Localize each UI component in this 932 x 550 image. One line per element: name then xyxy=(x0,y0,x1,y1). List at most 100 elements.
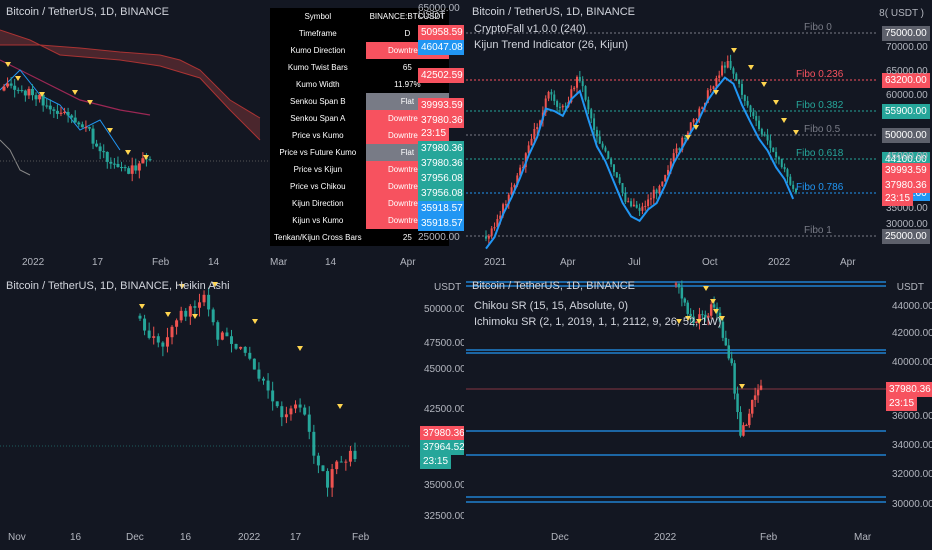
signal-marker-icon xyxy=(252,319,258,324)
candle-body xyxy=(502,204,505,216)
candle-body xyxy=(701,314,704,316)
candle-body xyxy=(519,167,522,176)
candle-body xyxy=(706,90,709,103)
indicator-label-ichimoku-sr[interactable]: Ichimoku SR (2, 1, 2019, 1, 1, 2112, 9, … xyxy=(474,316,722,328)
signal-marker-icon xyxy=(713,90,719,95)
candle-body xyxy=(339,461,343,463)
candle-body xyxy=(513,185,516,188)
fibo-level-label: Fibo 0.382 xyxy=(796,100,844,111)
time-axis-tick: Oct xyxy=(702,257,718,268)
signal-marker-icon xyxy=(107,128,113,133)
time-axis-tick: Apr xyxy=(840,257,856,268)
candle-body xyxy=(98,146,102,152)
candle-body xyxy=(739,412,742,436)
candle-body xyxy=(141,158,145,164)
chart-pane-heikin-ashi[interactable]: Bitcoin / TetherUS, 1D, BINANCE, Heikin … xyxy=(0,274,464,550)
candle-body xyxy=(740,83,743,95)
signal-marker-icon xyxy=(761,82,767,87)
price-label: 37956.08 xyxy=(418,171,464,186)
candle-body xyxy=(698,314,701,322)
senkou-span-a xyxy=(0,44,261,119)
price-label: 37980.36 xyxy=(418,113,464,128)
signal-marker-icon xyxy=(87,100,93,105)
indicator-label-kijun[interactable]: Kijun Trend Indicator (26, Kijun) xyxy=(474,39,629,51)
signal-marker-icon xyxy=(165,312,171,317)
row-key: Price vs Chikou xyxy=(270,178,366,195)
signal-marker-icon xyxy=(685,135,691,140)
chart-pane-fibonacci[interactable]: Bitcoin / TetherUS, 1D, BINANCE CryptoFa… xyxy=(466,0,932,272)
candle-body xyxy=(138,315,142,319)
time-axis-tick: 2021 xyxy=(484,257,507,268)
candle-body xyxy=(689,122,692,133)
candle-body xyxy=(732,68,735,74)
fibo-level-label: Fibo 0.786 xyxy=(796,182,844,193)
candle-body xyxy=(726,60,729,68)
indicator-label-cryptofall[interactable]: CryptoFall v1.0.0 (240) xyxy=(474,23,586,35)
price-axis-tick: 34000.00 xyxy=(892,440,932,451)
candle-body xyxy=(677,283,681,288)
candle-body xyxy=(123,167,127,169)
candle-body xyxy=(678,148,681,151)
price-axis-tick: USDT xyxy=(418,10,446,21)
price-chart-4[interactable] xyxy=(466,274,932,550)
candle-body xyxy=(16,89,20,91)
time-axis-tick: Mar xyxy=(854,532,872,543)
candle-body xyxy=(493,227,496,229)
candle-body xyxy=(792,184,795,189)
candle-body xyxy=(294,404,298,409)
signal-marker-icon xyxy=(72,90,78,95)
candle-body xyxy=(188,306,192,317)
candle-body xyxy=(712,86,715,89)
fibo-price-label: 75000.00 xyxy=(882,26,930,41)
candle-body xyxy=(353,450,357,460)
fibo-price-label: 63200.00 xyxy=(882,73,930,88)
time-axis-tick: Feb xyxy=(352,532,370,543)
price-chart-1[interactable] xyxy=(0,0,464,272)
price-label: 39993.59 xyxy=(418,98,464,113)
candle-body xyxy=(243,346,247,353)
candle-body xyxy=(593,118,596,130)
price-label: 37980.36 xyxy=(418,141,464,156)
candle-body xyxy=(95,143,99,147)
candle-body xyxy=(612,164,615,173)
candle-body xyxy=(755,116,758,121)
candle-body xyxy=(746,100,749,106)
row-key: Kumo Twist Bars xyxy=(270,59,366,76)
row-key: Kumo Direction xyxy=(270,42,366,59)
candle-body xyxy=(621,183,624,193)
price-label: 35918.57 xyxy=(418,216,464,231)
candle-body xyxy=(80,124,84,128)
candle-body xyxy=(152,336,156,338)
candle-body xyxy=(610,158,613,165)
signal-marker-icon xyxy=(685,316,691,321)
row-key: Kijun Direction xyxy=(270,195,366,212)
signal-marker-icon xyxy=(5,62,11,67)
chart-pane-ichimoku[interactable]: Bitcoin / TetherUS, 1D, BINANCE Symbol BI… xyxy=(0,0,464,272)
chart-pane-support-resistance[interactable]: Bitcoin / TetherUS, 1D, BINANCE Chikou S… xyxy=(466,274,932,550)
candle-body xyxy=(507,194,510,205)
price-chart-3[interactable] xyxy=(0,274,464,550)
candle-body xyxy=(692,119,695,123)
candle-body xyxy=(775,151,778,158)
candle-body xyxy=(348,450,352,462)
time-axis-tick: 17 xyxy=(92,257,104,268)
fibo-price-label: 55900.00 xyxy=(882,104,930,119)
candle-body xyxy=(6,83,10,87)
candle-body xyxy=(87,127,91,129)
candle-body xyxy=(675,148,678,154)
indicator-label-chikou-sr[interactable]: Chikou SR (15, 15, Absolute, 0) xyxy=(474,300,629,312)
candle-body xyxy=(681,137,684,151)
signal-marker-icon xyxy=(703,286,709,291)
candle-body xyxy=(112,163,116,165)
candle-body xyxy=(760,128,763,135)
candle-body xyxy=(137,163,141,171)
candle-body xyxy=(298,404,302,408)
table-row: Tenkan/Kijun Cross Bars 25 xyxy=(270,229,450,246)
countdown-label: 23:15 xyxy=(882,191,914,206)
price-axis-tick: 44000.00 xyxy=(892,301,932,312)
candle-body xyxy=(766,134,769,141)
candle-body xyxy=(718,75,721,78)
price-chart-2[interactable] xyxy=(466,0,932,272)
candle-body xyxy=(63,111,67,113)
time-axis-tick: Jul xyxy=(628,257,641,268)
